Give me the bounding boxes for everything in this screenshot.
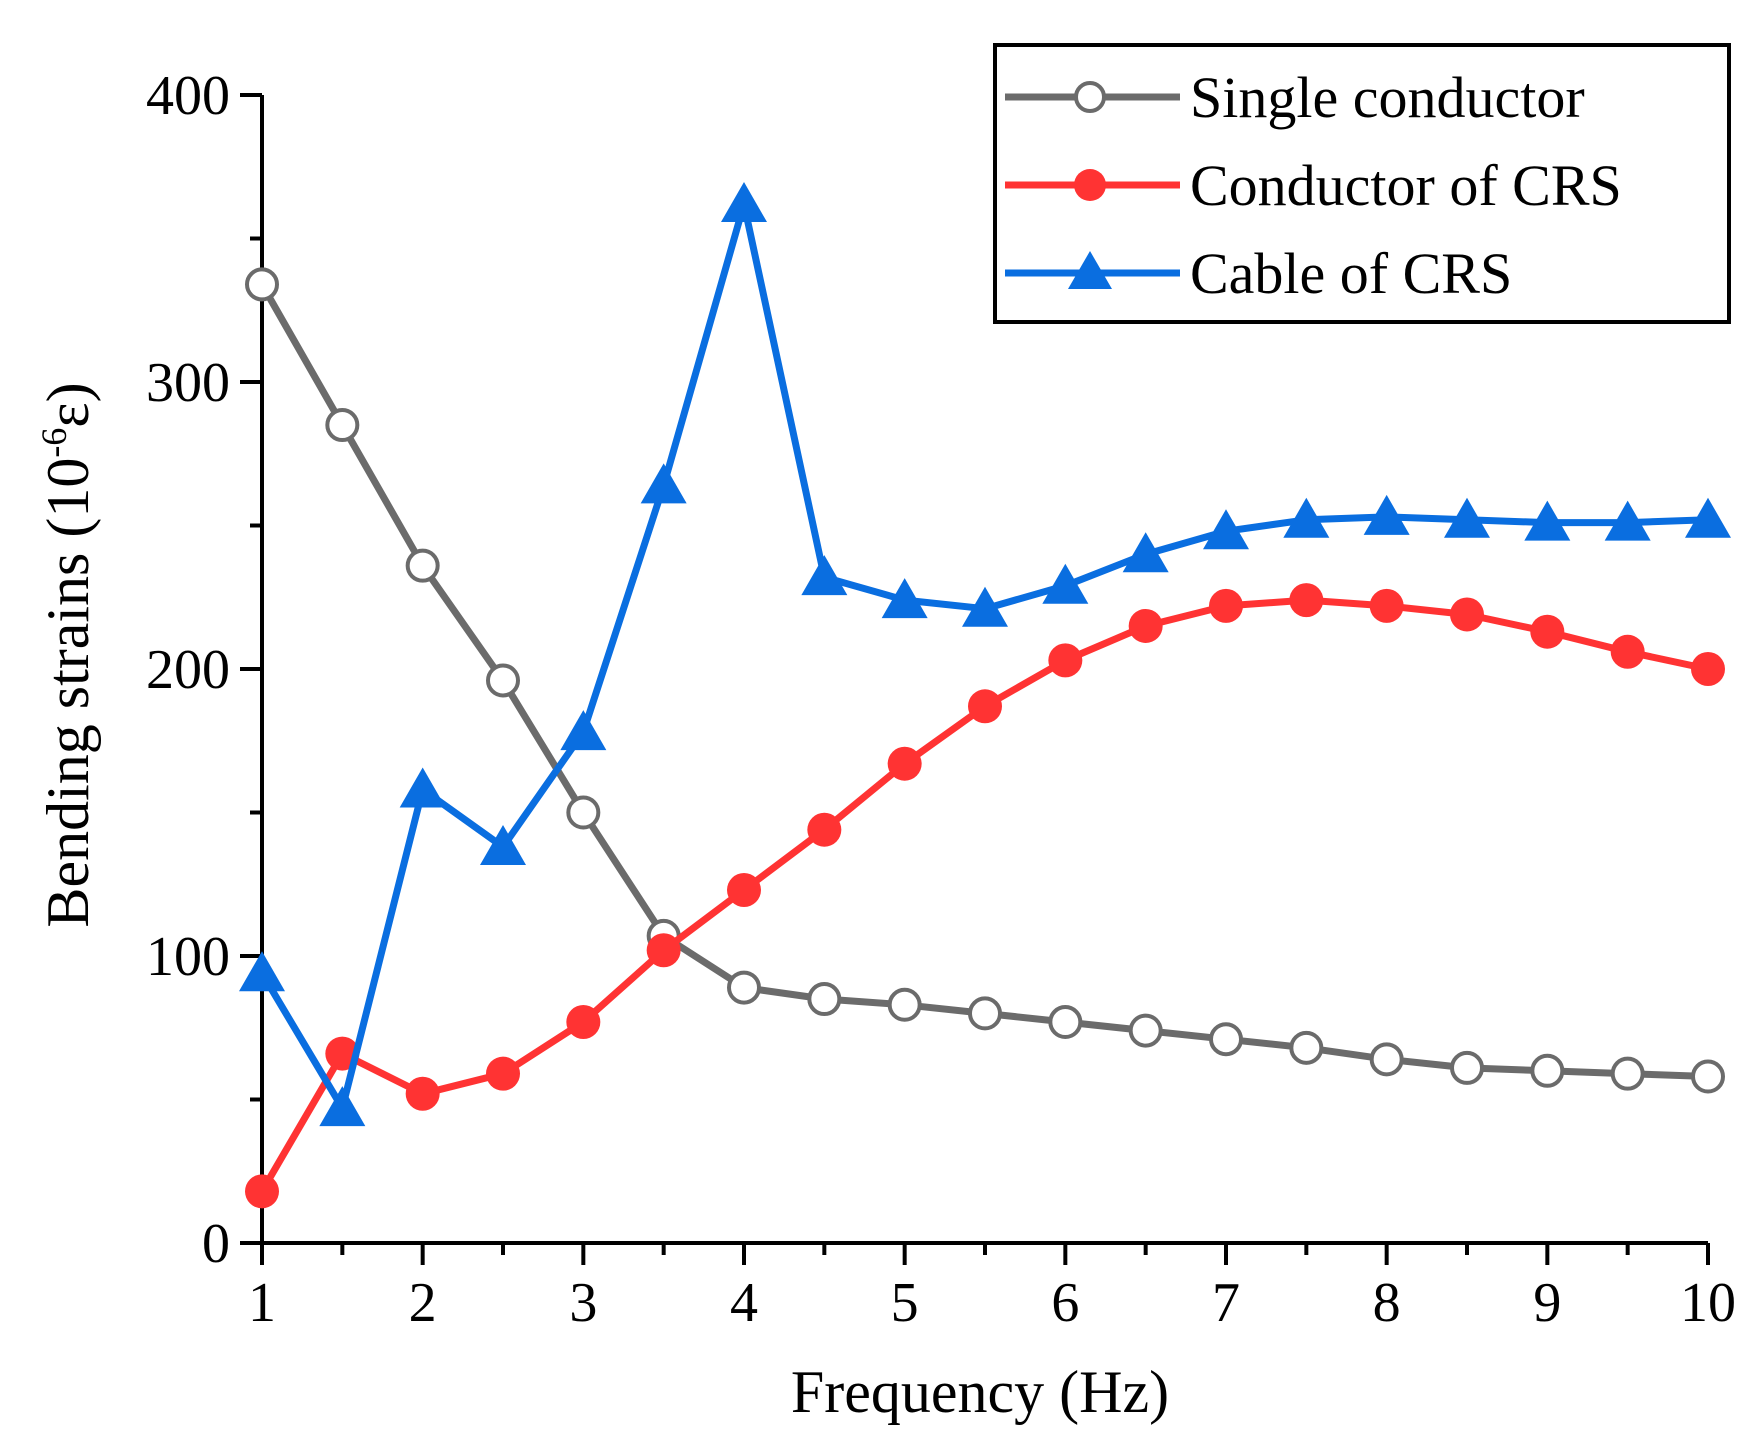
- data-point: [239, 951, 285, 992]
- data-point: [727, 872, 761, 907]
- data-point: [640, 463, 687, 504]
- data-point: [405, 1076, 440, 1111]
- data-point: [807, 982, 842, 1017]
- y-axis-title-main: Bending strains (10: [35, 458, 101, 928]
- data-point: [325, 408, 360, 443]
- data-point: [646, 933, 681, 968]
- series-cable-of-crs: [239, 182, 1731, 1127]
- data-point: [480, 824, 526, 865]
- data-point: [807, 812, 842, 847]
- series-conductor-of-crs: [245, 583, 1725, 1209]
- data-point: [1042, 563, 1089, 604]
- data-point: [1691, 1059, 1725, 1094]
- series-line: [258, 282, 1709, 1080]
- data-point: [1691, 652, 1725, 686]
- data-point: [1450, 597, 1484, 632]
- data-point: [486, 1056, 520, 1091]
- x-tick-label: 1: [248, 1272, 276, 1334]
- y-axis-title-superscript: -6: [34, 428, 74, 458]
- x-tick-label: 2: [409, 1272, 437, 1334]
- data-point: [1048, 643, 1083, 678]
- data-point: [887, 746, 922, 781]
- data-point: [566, 795, 601, 830]
- y-tick-label: 200: [146, 639, 230, 701]
- x-tick-label: 3: [569, 1272, 597, 1334]
- data-point: [1128, 608, 1163, 643]
- x-tick-label: 5: [891, 1272, 919, 1334]
- data-point: [1289, 1030, 1324, 1065]
- data-point: [319, 1086, 366, 1127]
- data-point: [1450, 1050, 1484, 1085]
- legend-item-conductor-of-crs: Conductor of CRS: [1005, 153, 1622, 218]
- x-axis-title: Frequency (Hz): [791, 1359, 1169, 1425]
- data-point: [1209, 588, 1243, 623]
- series-single-conductor: [245, 267, 1725, 1094]
- data-point: [245, 267, 279, 302]
- data-point: [1289, 583, 1324, 618]
- legend-label: Conductor of CRS: [1190, 153, 1622, 218]
- tick-labels: 0 100 200 300 400 1 2 3 4 5 6 7 8 9 10: [146, 65, 1736, 1334]
- data-point: [1444, 497, 1490, 538]
- data-point: [1209, 1022, 1243, 1057]
- series-line: [258, 596, 1709, 1194]
- y-axis-title-tail: ε): [35, 382, 101, 427]
- data-point: [881, 578, 928, 619]
- data-point: [405, 548, 440, 583]
- data-point: [1685, 497, 1731, 538]
- data-point: [245, 1174, 279, 1209]
- legend-label: Single conductor: [1190, 65, 1585, 130]
- data-point: [1530, 1053, 1565, 1088]
- legend-item-single-conductor: Single conductor: [1005, 65, 1585, 130]
- data-point: [1203, 509, 1249, 550]
- data-point: [1363, 494, 1410, 535]
- data-point: [1048, 1005, 1083, 1040]
- legend-marker-filled-circle-icon: [1074, 169, 1106, 201]
- x-tick-label: 10: [1680, 1272, 1736, 1334]
- x-tick-label: 7: [1212, 1272, 1240, 1334]
- y-tick-label: 400: [146, 65, 230, 127]
- data-point: [1283, 497, 1330, 538]
- data-point: [1604, 500, 1651, 541]
- data-point: [968, 689, 1002, 724]
- legend-marker-triangle-icon: [1068, 251, 1112, 289]
- data-point: [1369, 588, 1404, 623]
- data-point: [887, 987, 922, 1022]
- legend-item-cable-of-crs: Cable of CRS: [1005, 241, 1512, 306]
- legend-marker-open-circle-icon: [1074, 81, 1106, 113]
- data-point: [560, 710, 607, 751]
- plot-area: [239, 182, 1731, 1209]
- x-tick-label: 8: [1373, 1272, 1401, 1334]
- data-point: [968, 996, 1002, 1031]
- data-point: [1524, 500, 1571, 541]
- data-point: [1128, 1013, 1163, 1048]
- data-point: [566, 1005, 601, 1040]
- data-point: [486, 663, 520, 698]
- data-point: [1610, 634, 1645, 669]
- data-point: [399, 767, 446, 808]
- x-tick-label: 9: [1533, 1272, 1561, 1334]
- data-point: [1122, 532, 1169, 573]
- y-axis-title: Bending strains (10-6ε): [34, 382, 101, 927]
- y-tick-label: 300: [146, 352, 230, 414]
- data-point: [801, 555, 848, 596]
- data-point: [727, 970, 761, 1005]
- x-tick-label: 4: [730, 1272, 758, 1334]
- series-line: [258, 200, 1709, 1112]
- y-tick-label: 0: [202, 1213, 230, 1275]
- data-point: [1369, 1042, 1404, 1077]
- axes-frame: [240, 93, 1710, 1265]
- legend-label: Cable of CRS: [1190, 241, 1512, 306]
- data-point: [1530, 614, 1565, 649]
- x-tick-label: 6: [1051, 1272, 1079, 1334]
- data-point: [721, 182, 767, 223]
- legend: Single conductor Conductor of CRS Cable …: [993, 43, 1731, 324]
- y-tick-label: 100: [146, 926, 230, 988]
- data-point: [1610, 1056, 1645, 1091]
- data-point: [962, 586, 1008, 627]
